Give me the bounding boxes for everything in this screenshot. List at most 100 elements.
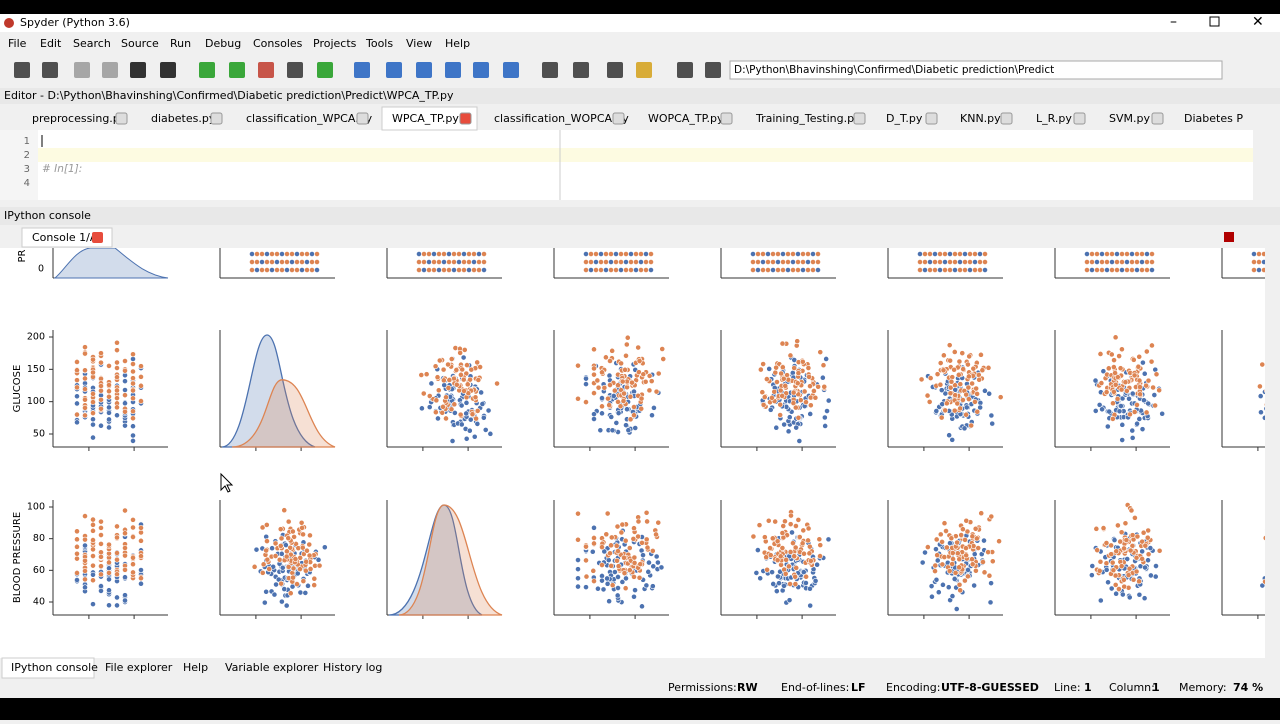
point bbox=[1129, 259, 1134, 264]
menu-item[interactable]: Consoles bbox=[253, 37, 303, 50]
point bbox=[1152, 392, 1157, 397]
menu-item[interactable]: File bbox=[8, 37, 27, 50]
toolbar-button[interactable] bbox=[445, 62, 461, 78]
bottom-tab[interactable]: Help bbox=[183, 661, 208, 674]
toolbar-button[interactable] bbox=[102, 62, 118, 78]
tab-close[interactable] bbox=[357, 113, 368, 124]
point bbox=[925, 544, 930, 549]
editor-tab[interactable]: WPCA_TP.py bbox=[392, 112, 459, 125]
tab-close[interactable] bbox=[613, 113, 624, 124]
toolbar-button[interactable] bbox=[160, 62, 176, 78]
point bbox=[955, 551, 960, 556]
tab-close[interactable] bbox=[211, 113, 222, 124]
menu-item[interactable]: Debug bbox=[205, 37, 241, 50]
editor-tab[interactable]: Diabetes P bbox=[1184, 112, 1243, 125]
menu-item[interactable]: Tools bbox=[365, 37, 393, 50]
point bbox=[957, 267, 962, 272]
menu-item[interactable]: Source bbox=[121, 37, 159, 50]
editor-tab[interactable]: preprocessing.py bbox=[32, 112, 127, 125]
point bbox=[928, 375, 933, 380]
menu-item[interactable]: Edit bbox=[40, 37, 62, 50]
menu-item[interactable]: Run bbox=[170, 37, 191, 50]
console-scrollbar[interactable] bbox=[1265, 248, 1280, 658]
editor-tab[interactable]: KNN.py bbox=[960, 112, 1001, 125]
point bbox=[1099, 407, 1104, 412]
point bbox=[1256, 267, 1261, 272]
tab-close[interactable] bbox=[926, 113, 937, 124]
point bbox=[800, 359, 805, 364]
bottom-tab[interactable]: History log bbox=[323, 661, 382, 674]
toolbar-button[interactable] bbox=[677, 62, 693, 78]
menu-item[interactable]: Search bbox=[73, 37, 111, 50]
toolbar-button[interactable] bbox=[317, 62, 333, 78]
point bbox=[932, 251, 937, 256]
toolbar-button[interactable] bbox=[503, 62, 519, 78]
toolbar-button[interactable] bbox=[354, 62, 370, 78]
menu-item[interactable]: View bbox=[406, 37, 432, 50]
taskbar bbox=[0, 698, 1280, 720]
bottom-tab[interactable]: File explorer bbox=[105, 661, 173, 674]
toolbar-button[interactable] bbox=[386, 62, 402, 78]
point bbox=[952, 259, 957, 264]
bottom-tab[interactable]: Variable explorer bbox=[225, 661, 319, 674]
point bbox=[773, 519, 778, 524]
tab-close[interactable] bbox=[721, 113, 732, 124]
editor-tab[interactable]: diabetes.py bbox=[151, 112, 216, 125]
editor-scrollbar[interactable] bbox=[1253, 130, 1268, 200]
close[interactable]: ✕ bbox=[1252, 14, 1264, 30]
toolbar-button[interactable] bbox=[607, 62, 623, 78]
tab-close[interactable] bbox=[116, 113, 127, 124]
tab-close[interactable] bbox=[1001, 113, 1012, 124]
toolbar-button[interactable] bbox=[74, 62, 90, 78]
point bbox=[824, 408, 829, 413]
point bbox=[803, 580, 808, 585]
point bbox=[614, 543, 619, 548]
point bbox=[615, 548, 620, 553]
toolbar-button[interactable] bbox=[473, 62, 489, 78]
minimize[interactable]: – bbox=[1170, 14, 1177, 30]
toolbar-button[interactable] bbox=[199, 62, 215, 78]
menu-item[interactable]: Help bbox=[445, 37, 470, 50]
editor-tab[interactable]: SVM.py bbox=[1109, 112, 1150, 125]
editor-tab[interactable]: WOPCA_TP.py bbox=[648, 112, 724, 125]
editor-tab[interactable]: classification_WPCA.py bbox=[246, 112, 373, 125]
editor-tab[interactable]: L_R.py bbox=[1036, 112, 1072, 125]
point bbox=[783, 571, 788, 576]
point bbox=[416, 259, 421, 264]
toolbar-button[interactable] bbox=[258, 62, 274, 78]
toolbar-button[interactable] bbox=[542, 62, 558, 78]
tab-close[interactable] bbox=[1074, 113, 1085, 124]
point bbox=[114, 413, 119, 418]
tab-close[interactable] bbox=[1152, 113, 1163, 124]
tab-close[interactable] bbox=[460, 113, 471, 124]
menu-item[interactable]: Projects bbox=[313, 37, 357, 50]
point bbox=[290, 529, 295, 534]
code-area[interactable] bbox=[0, 130, 1253, 200]
toolbar-button[interactable] bbox=[130, 62, 146, 78]
point bbox=[775, 574, 780, 579]
stop-button[interactable] bbox=[1224, 232, 1234, 242]
toolbar-button[interactable] bbox=[14, 62, 30, 78]
toolbar-button[interactable] bbox=[229, 62, 245, 78]
editor-tab[interactable]: D_T.py bbox=[886, 112, 923, 125]
point bbox=[74, 537, 79, 542]
editor-tab[interactable]: classification_WOPCA.py bbox=[494, 112, 629, 125]
toolbar-button[interactable] bbox=[636, 62, 652, 78]
point bbox=[1142, 371, 1147, 376]
point bbox=[1137, 354, 1142, 359]
point bbox=[956, 372, 961, 377]
close-tab[interactable] bbox=[92, 232, 103, 243]
toolbar-button[interactable] bbox=[705, 62, 721, 78]
toolbar-button[interactable] bbox=[287, 62, 303, 78]
point bbox=[599, 545, 604, 550]
toolbar-button[interactable] bbox=[573, 62, 589, 78]
editor-tab[interactable]: Training_Testing.py bbox=[755, 112, 861, 125]
point bbox=[82, 558, 87, 563]
toolbar-button[interactable] bbox=[416, 62, 432, 78]
point bbox=[803, 400, 808, 405]
toolbar-button[interactable] bbox=[42, 62, 58, 78]
point bbox=[1137, 592, 1142, 597]
bottom-tab[interactable]: IPython console bbox=[11, 661, 98, 674]
tab-close[interactable] bbox=[854, 113, 865, 124]
point bbox=[476, 259, 481, 264]
